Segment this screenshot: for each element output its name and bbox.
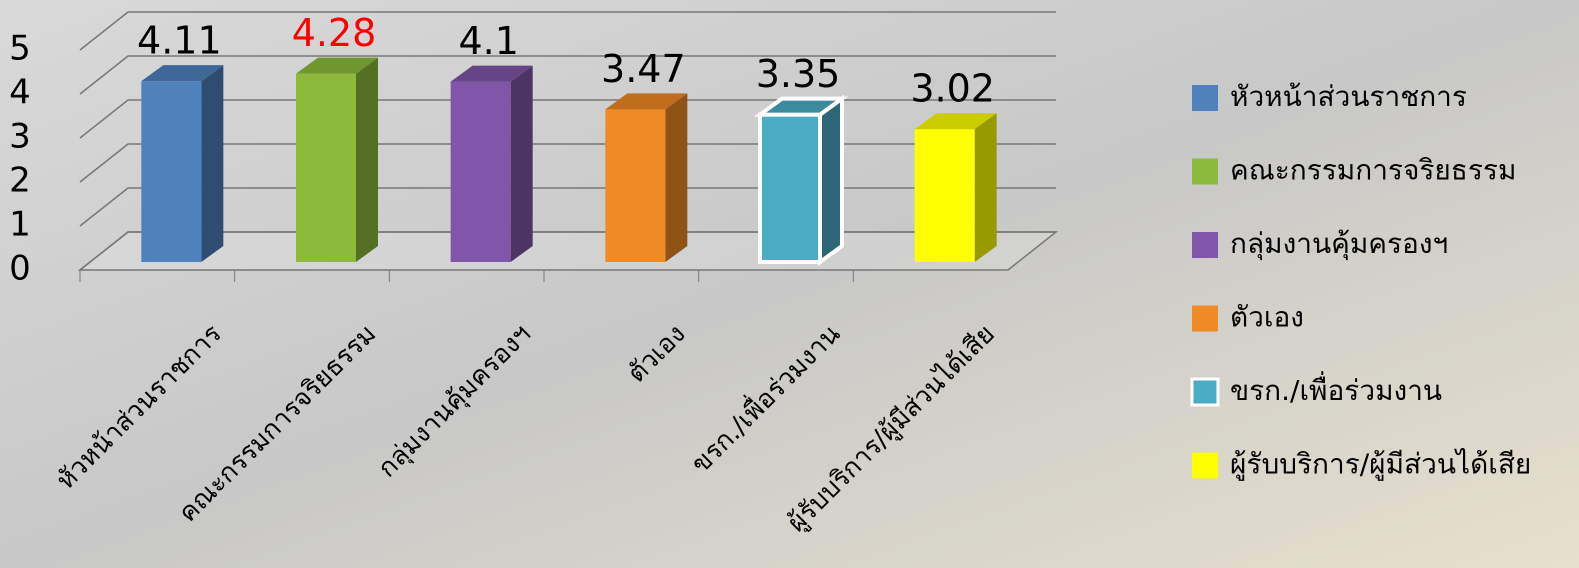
- y-tick-label: 1: [9, 205, 31, 245]
- grid-line: [79, 11, 1056, 51]
- value-label: 4.11: [137, 19, 222, 63]
- bar: [450, 81, 511, 262]
- bar-side: [818, 94, 844, 266]
- value-label: 4.1: [458, 19, 518, 63]
- grid-line: [79, 55, 1056, 95]
- bar-side: [510, 65, 533, 262]
- bar-top: [914, 113, 997, 130]
- grid-line: [79, 143, 1056, 183]
- value-label: 3.47: [601, 47, 686, 91]
- value-label: 3.35: [756, 52, 841, 96]
- legend-label: กลุ่มงานคุ้มครองฯ: [1230, 227, 1448, 261]
- bar: [141, 81, 202, 262]
- floor: [77, 231, 1059, 271]
- y-tick-label: 4: [9, 73, 31, 113]
- legend-label: ขรก./เพื่อร่วมงาน: [1230, 371, 1442, 407]
- bar-top: [753, 96, 849, 117]
- legend-label: ตัวเอง: [1230, 301, 1304, 334]
- value-label: 3.02: [910, 67, 995, 111]
- legend-swatch: [1192, 158, 1218, 185]
- legend-swatch: [1192, 85, 1218, 111]
- bar-top: [605, 93, 688, 110]
- bar-side: [201, 65, 224, 262]
- legend-swatch: [1190, 377, 1220, 407]
- bar-side: [356, 57, 378, 263]
- bar: [605, 109, 666, 262]
- bar-side: [974, 113, 997, 263]
- y-tick-label: 5: [9, 29, 31, 69]
- legend-swatch: [1192, 232, 1218, 258]
- bar-top: [141, 65, 224, 82]
- bar: [296, 73, 356, 263]
- bar: [758, 112, 822, 264]
- legend-label: คณะกรรมการจริยธรรม: [1230, 154, 1516, 187]
- grid-line: [79, 231, 1056, 271]
- y-tick-label: 0: [9, 249, 31, 289]
- grid-line: [79, 187, 1056, 227]
- value-label: 4.28: [292, 11, 377, 55]
- y-tick-label: 3: [9, 117, 31, 157]
- legend-label: ผู้รับบริการ/ผู้มีส่วนได้เสีย: [1230, 448, 1531, 482]
- bar: [914, 129, 975, 262]
- bar-side: [665, 93, 688, 262]
- bar-top: [450, 65, 533, 82]
- grid-line: [79, 99, 1056, 139]
- legend-swatch: [1192, 452, 1218, 479]
- y-tick-label: 2: [9, 161, 31, 201]
- bar-top: [296, 57, 378, 74]
- legend-swatch: [1192, 305, 1218, 332]
- legend-label: หัวหน้าส่วนราชการ: [1230, 80, 1467, 113]
